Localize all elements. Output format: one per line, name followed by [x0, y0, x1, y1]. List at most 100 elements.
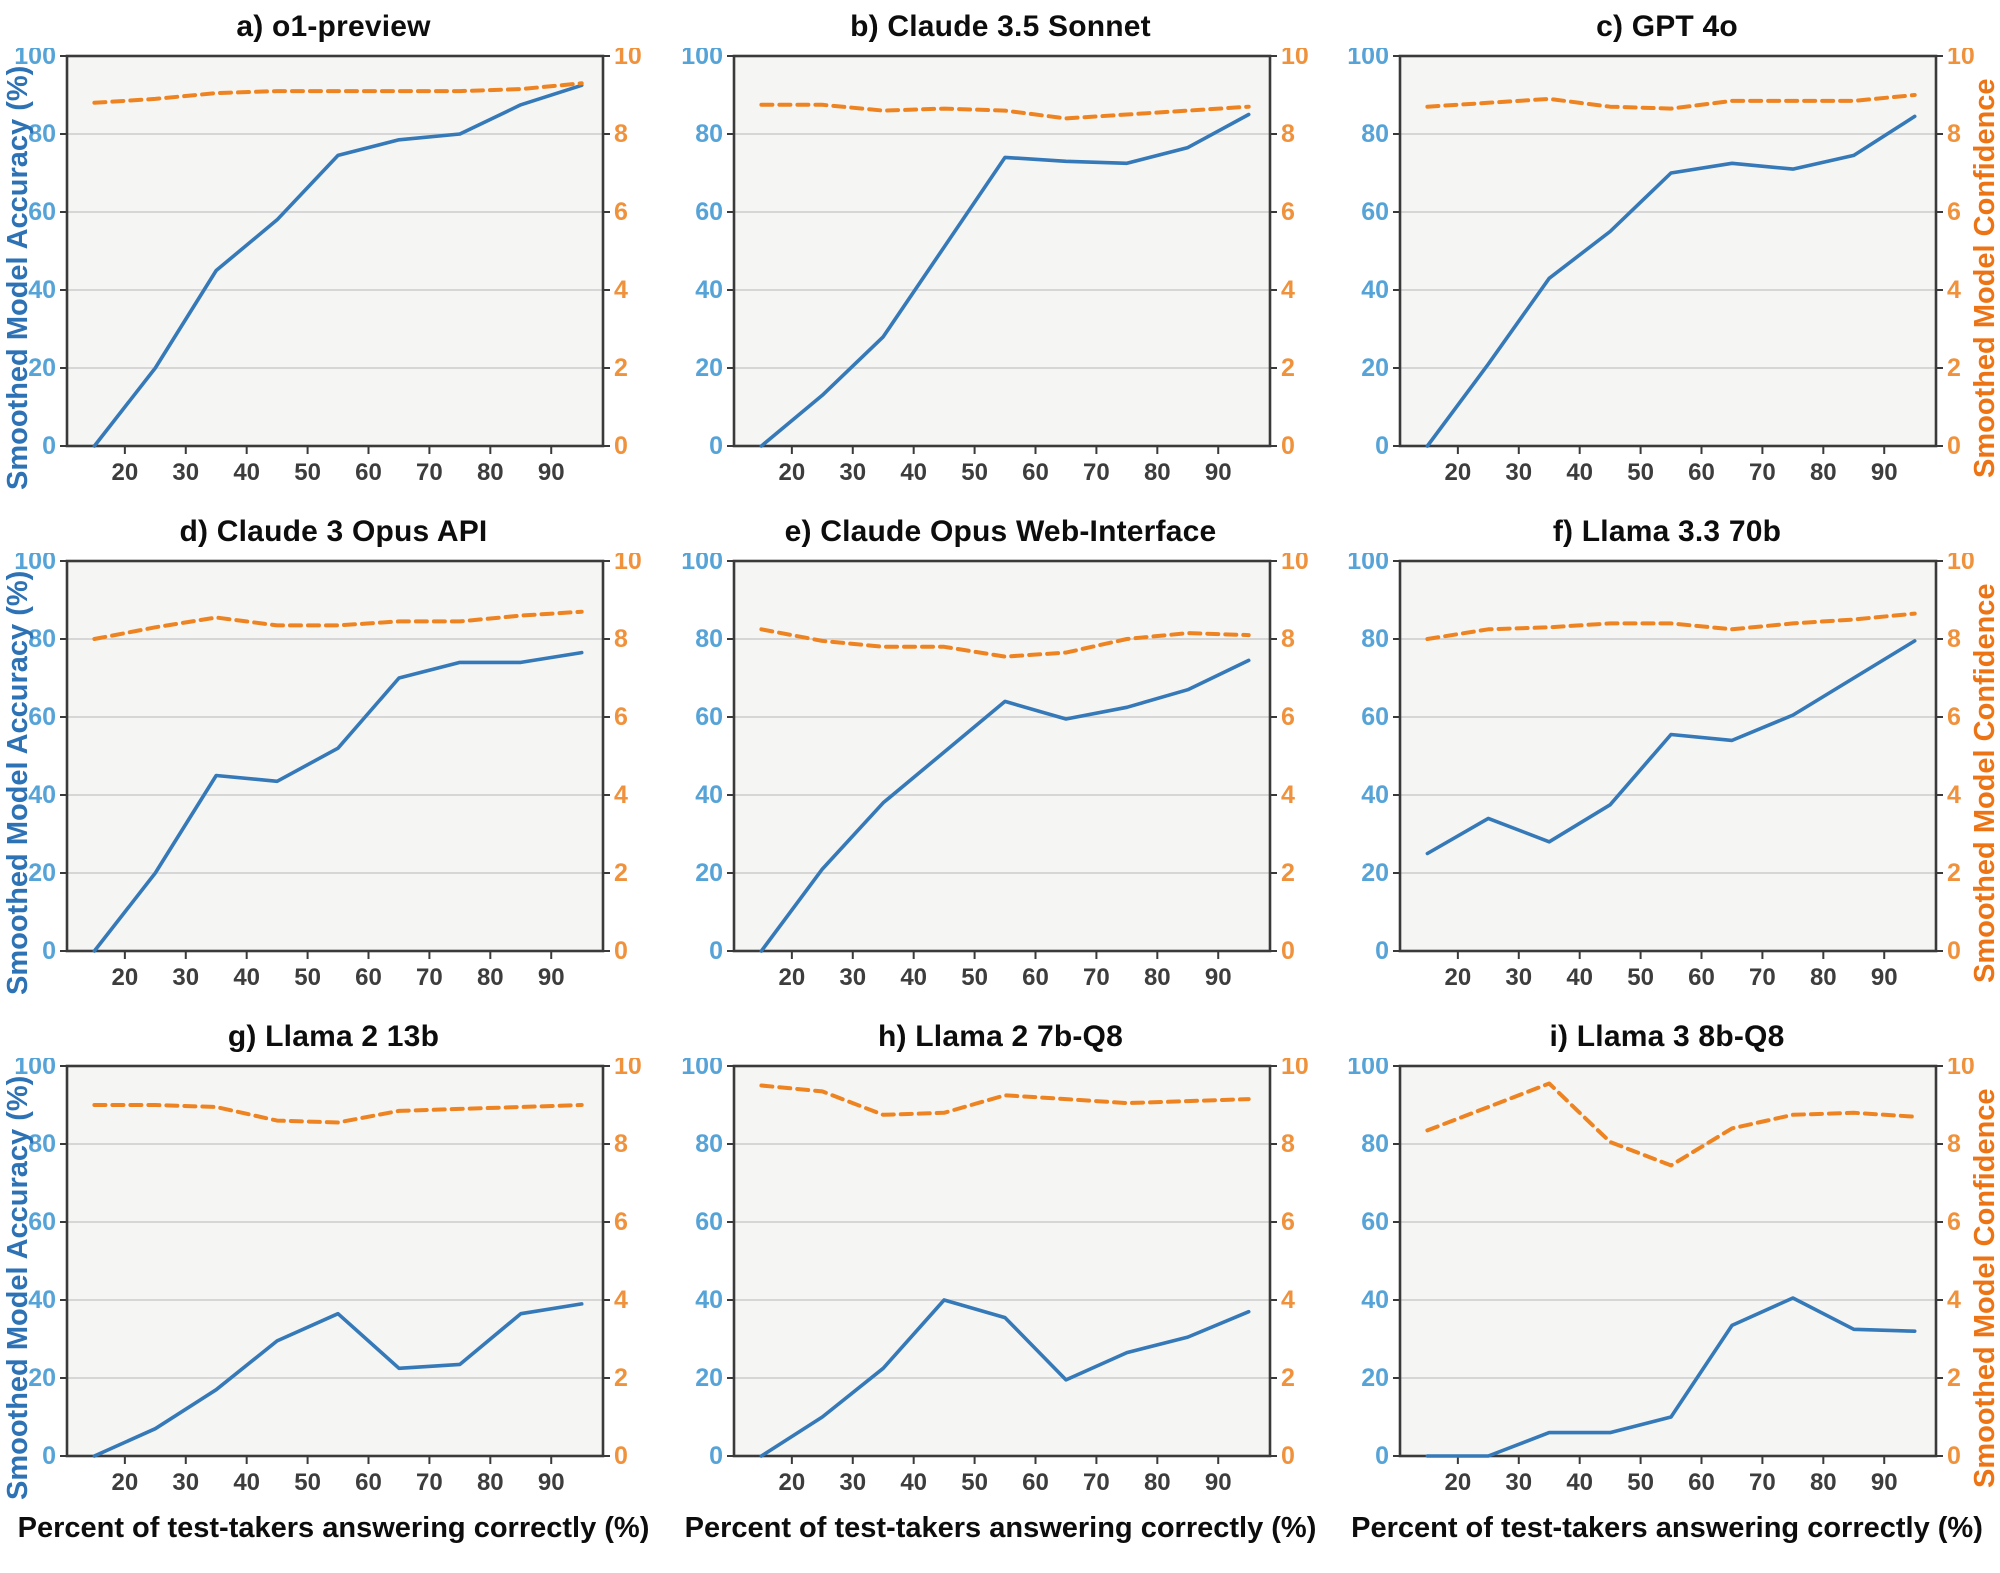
- svg-text:4: 4: [1281, 276, 1295, 304]
- svg-text:100: 100: [681, 1058, 723, 1080]
- chart-gpt-4o: 0 20 40 60 80 100 0 2 4 6 8 10 20 30 40 50 60 70 80 90: [1347, 48, 1975, 486]
- x-axis-label: Percent of test-takers answering correct…: [684, 1512, 1317, 1544]
- svg-text:2: 2: [1947, 354, 1961, 382]
- svg-text:80: 80: [476, 1469, 503, 1496]
- svg-text:0: 0: [42, 937, 56, 965]
- subplot-c: Smoothed Model Confidence c) GPT 4o 0 20 4…: [1334, 0, 2000, 505]
- svg-text:4: 4: [1281, 781, 1295, 809]
- svg-text:0: 0: [1375, 432, 1389, 460]
- svg-text:60: 60: [1688, 964, 1715, 991]
- svg-text:20: 20: [1445, 459, 1472, 486]
- svg-text:2: 2: [614, 1364, 628, 1392]
- svg-text:4: 4: [1947, 781, 1961, 809]
- svg-text:8: 8: [1947, 120, 1961, 148]
- svg-text:80: 80: [28, 120, 56, 148]
- svg-text:90: 90: [1871, 1469, 1898, 1496]
- svg-text:10: 10: [614, 48, 642, 70]
- subplot-title: h) Llama 2 7b-Q8: [878, 1020, 1123, 1053]
- svg-text:40: 40: [28, 1286, 56, 1314]
- svg-text:80: 80: [28, 1130, 56, 1158]
- svg-text:4: 4: [614, 781, 628, 809]
- right-axis-label: Smoothed Model Confidence: [1969, 1088, 2000, 1488]
- svg-text:40: 40: [1566, 964, 1593, 991]
- subplot-title: g) Llama 2 13b: [227, 1020, 440, 1053]
- svg-text:4: 4: [614, 1286, 628, 1314]
- svg-text:90: 90: [1871, 964, 1898, 991]
- svg-text:80: 80: [1143, 459, 1170, 486]
- svg-text:30: 30: [839, 964, 866, 991]
- svg-text:60: 60: [1022, 964, 1049, 991]
- svg-text:0: 0: [614, 937, 628, 965]
- svg-text:30: 30: [839, 1469, 866, 1496]
- svg-text:80: 80: [1143, 964, 1170, 991]
- svg-text:20: 20: [695, 354, 723, 382]
- svg-text:60: 60: [1361, 1208, 1389, 1236]
- svg-text:50: 50: [294, 459, 321, 486]
- svg-text:8: 8: [1281, 120, 1295, 148]
- svg-text:10: 10: [1281, 1058, 1309, 1080]
- svg-text:80: 80: [1361, 120, 1389, 148]
- svg-text:10: 10: [1281, 48, 1309, 70]
- svg-text:60: 60: [355, 1469, 382, 1496]
- svg-text:100: 100: [14, 48, 56, 70]
- chart-llama-33-70b: 0 20 40 60 80 100 0 2 4 6 8 10 20 30 40 50 60 70 80 90: [1347, 553, 1975, 991]
- left-axis-label: Smoothed Model Accuracy (%): [2, 65, 34, 491]
- subplot-g: Smoothed Model Accuracy (%) g) Llama 2 1…: [0, 1010, 667, 1573]
- chart-o1-preview: 0 20 40 60 80 100 0 2 4 6 8 10 20 30 40 50 60 70 80 90: [14, 48, 642, 486]
- svg-text:60: 60: [695, 198, 723, 226]
- svg-text:60: 60: [355, 459, 382, 486]
- svg-text:6: 6: [1947, 1208, 1961, 1236]
- x-axis-label: Percent of test-takers answering correct…: [1351, 1512, 1983, 1544]
- svg-text:4: 4: [1947, 1286, 1961, 1314]
- svg-text:50: 50: [961, 964, 988, 991]
- svg-text:8: 8: [614, 120, 628, 148]
- x-axis-label: Percent of test-takers answering correct…: [17, 1512, 650, 1544]
- svg-text:0: 0: [1375, 937, 1389, 965]
- svg-text:8: 8: [614, 1130, 628, 1158]
- svg-text:20: 20: [111, 459, 138, 486]
- svg-text:70: 70: [416, 1469, 443, 1496]
- svg-text:60: 60: [1688, 1469, 1715, 1496]
- svg-text:4: 4: [1281, 1286, 1295, 1314]
- svg-text:60: 60: [28, 1208, 56, 1236]
- subplot-title: d) Claude 3 Opus API: [179, 515, 488, 548]
- subplot-e: e) Claude Opus Web-Interface 0 20 40 60 80 10…: [667, 505, 1334, 1010]
- svg-text:4: 4: [1947, 276, 1961, 304]
- svg-text:40: 40: [695, 781, 723, 809]
- subplot-h: h) Llama 2 7b-Q8 0 20 40 60 80 100 0 2 4 6 8 10 20 30…: [667, 1010, 1334, 1573]
- svg-text:30: 30: [172, 964, 199, 991]
- svg-text:90: 90: [537, 459, 564, 486]
- subplot-i: Smoothed Model Confidence i) Llama 3 8b-…: [1334, 1010, 2000, 1573]
- svg-text:8: 8: [1947, 625, 1961, 653]
- svg-text:30: 30: [172, 459, 199, 486]
- subplot-f: Smoothed Model Confidence f) Llama 3.3 7…: [1334, 505, 2000, 1010]
- svg-text:4: 4: [614, 276, 628, 304]
- svg-text:80: 80: [1810, 1469, 1837, 1496]
- svg-text:50: 50: [294, 1469, 321, 1496]
- svg-text:20: 20: [1361, 354, 1389, 382]
- chart-llama-3-8b-q8: 0 20 40 60 80 100 0 2 4 6 8 10 20 30 40 50 60 70 80 90: [1347, 1058, 1975, 1496]
- chart-claude-35-sonnet: 0 20 40 60 80 100 0 2 4 6 8 10 20 30 40 50 60 70 80 90: [681, 48, 1309, 486]
- svg-text:0: 0: [614, 432, 628, 460]
- svg-text:40: 40: [900, 964, 927, 991]
- subplot-a: Smoothed Model Accuracy (%) a) o1-previe…: [0, 0, 667, 505]
- subplot-title: b) Claude 3.5 Sonnet: [850, 10, 1151, 43]
- svg-text:2: 2: [1947, 859, 1961, 887]
- subplot-b: b) Claude 3.5 Sonnet 0 20 40 60 80 100 0 2 4 6 8 10…: [667, 0, 1334, 505]
- subplot-title: a) o1-preview: [236, 10, 431, 43]
- svg-text:60: 60: [28, 198, 56, 226]
- svg-text:0: 0: [709, 937, 723, 965]
- svg-text:40: 40: [900, 459, 927, 486]
- svg-text:20: 20: [778, 964, 805, 991]
- svg-text:2: 2: [1281, 354, 1295, 382]
- svg-text:100: 100: [1347, 1058, 1389, 1080]
- svg-text:60: 60: [1022, 1469, 1049, 1496]
- svg-text:6: 6: [1947, 703, 1961, 731]
- svg-text:0: 0: [614, 1442, 628, 1470]
- svg-text:90: 90: [1204, 459, 1231, 486]
- svg-text:0: 0: [1281, 937, 1295, 965]
- svg-text:30: 30: [1505, 1469, 1532, 1496]
- chart-claude-opus-web-interface: 0 20 40 60 80 100 0 2 4 6 8 10 20 30 40 50 60 70 80 90: [681, 553, 1309, 991]
- right-axis-label: Smoothed Model Confidence: [1969, 583, 2000, 983]
